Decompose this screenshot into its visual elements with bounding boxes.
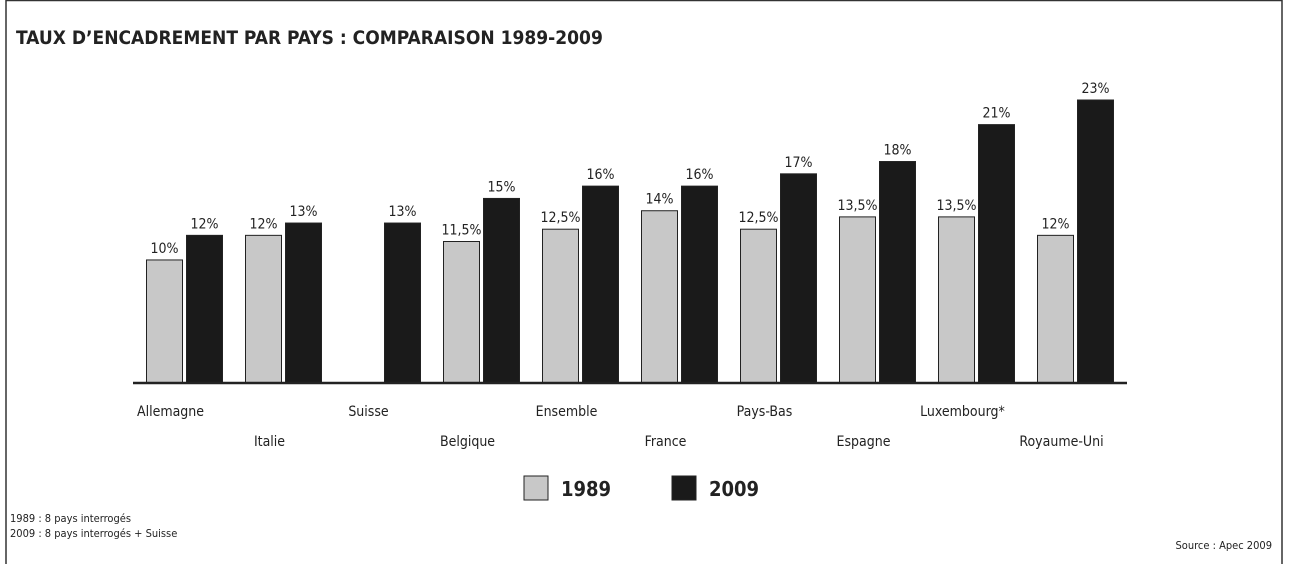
value-label: 16% — [587, 167, 615, 183]
value-label: 13% — [290, 204, 318, 220]
value-label: 12% — [191, 216, 219, 232]
x-tick-label: France — [645, 434, 687, 450]
bar — [879, 161, 916, 384]
bar — [938, 216, 975, 384]
x-tick-label: Luxembourg* — [920, 404, 1005, 420]
bar — [146, 259, 183, 384]
bar — [641, 210, 678, 384]
value-label: 16% — [686, 167, 714, 183]
value-label: 15% — [488, 179, 516, 195]
x-tick-label: Pays-Bas — [737, 404, 793, 420]
value-label: 10% — [151, 241, 179, 257]
legend-swatch — [671, 475, 697, 501]
x-tick-label: Allemagne — [137, 404, 204, 420]
bar — [681, 185, 718, 384]
value-label: 17% — [785, 155, 813, 171]
bar — [483, 197, 520, 384]
legend-label: 2009 — [709, 477, 759, 501]
bar — [384, 222, 421, 384]
legend-label: 1989 — [561, 477, 611, 501]
value-label: 11,5% — [441, 223, 481, 239]
bar — [780, 173, 817, 384]
bar — [245, 234, 282, 384]
x-tick-label: Italie — [254, 434, 285, 450]
bar — [978, 124, 1015, 384]
value-label: 13% — [389, 204, 417, 220]
value-label: 23% — [1082, 81, 1110, 97]
bar — [582, 185, 619, 384]
bar — [740, 228, 777, 384]
note: 1989 : 8 pays interrogés — [10, 512, 131, 525]
value-label: 13,5% — [936, 198, 976, 214]
bar — [443, 241, 480, 384]
legend-swatch — [523, 475, 549, 501]
x-tick-label: Belgique — [440, 434, 495, 450]
bar — [1037, 234, 1074, 384]
note: 2009 : 8 pays interrogés + Suisse — [10, 527, 177, 540]
x-tick-label: Ensemble — [536, 404, 598, 420]
value-label: 12% — [1042, 216, 1070, 232]
chart-title: TAUX D’ENCADREMENT PAR PAYS : COMPARAISO… — [16, 27, 603, 49]
bar — [285, 222, 322, 384]
x-tick-label: Royaume-Uni — [1019, 434, 1103, 450]
x-tick-label: Espagne — [837, 434, 891, 450]
value-label: 13,5% — [837, 198, 877, 214]
bar — [1077, 99, 1114, 384]
x-tick-label: Suisse — [348, 404, 389, 420]
value-label: 12,5% — [540, 210, 580, 226]
value-label: 12,5% — [738, 210, 778, 226]
bar — [839, 216, 876, 384]
bar — [542, 228, 579, 384]
frame — [5, 0, 1283, 564]
bar — [186, 234, 223, 384]
value-label: 21% — [983, 106, 1011, 122]
value-label: 14% — [646, 192, 674, 208]
source: Source : Apec 2009 — [1176, 539, 1273, 552]
value-label: 12% — [250, 216, 278, 232]
value-label: 18% — [884, 143, 912, 159]
